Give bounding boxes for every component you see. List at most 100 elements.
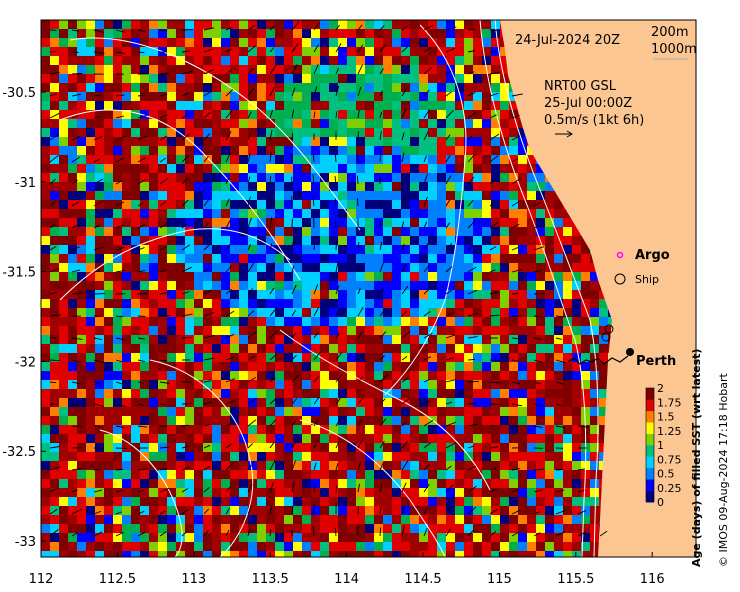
sst-age-cell	[545, 245, 555, 255]
sst-age-cell	[122, 155, 132, 165]
sst-age-cell	[347, 380, 357, 390]
sst-age-cell	[149, 281, 159, 291]
sst-age-cell	[59, 425, 69, 435]
sst-age-cell	[68, 362, 78, 372]
sst-age-cell	[221, 416, 231, 426]
sst-age-cell	[194, 254, 204, 264]
sst-age-cell	[212, 407, 222, 417]
sst-age-cell	[428, 425, 438, 435]
sst-age-cell	[176, 443, 186, 453]
sst-age-cell	[473, 407, 483, 417]
sst-age-cell	[50, 434, 60, 444]
sst-age-cell	[185, 398, 195, 408]
sst-age-cell	[221, 56, 231, 66]
sst-age-cell	[167, 101, 177, 111]
sst-age-cell	[320, 191, 330, 201]
sst-age-cell	[428, 254, 438, 264]
sst-age-cell	[347, 443, 357, 453]
sst-age-cell	[176, 479, 186, 489]
current-vector-arrow	[269, 243, 273, 251]
sst-age-cell	[518, 443, 528, 453]
sst-age-cell	[410, 434, 420, 444]
sst-age-cell	[77, 524, 87, 534]
sst-age-cell	[176, 353, 186, 363]
sst-age-cell	[419, 488, 429, 498]
sst-age-cell	[464, 56, 474, 66]
sst-age-cell	[455, 416, 465, 426]
sst-age-cell	[518, 380, 528, 390]
sst-age-cell	[482, 389, 492, 399]
sst-age-cell	[194, 101, 204, 111]
sst-age-cell	[113, 416, 123, 426]
sst-age-cell	[140, 506, 150, 516]
sst-age-cell	[455, 38, 465, 48]
sst-age-cell	[356, 461, 366, 471]
sst-age-cell	[329, 389, 339, 399]
sst-age-cell	[518, 344, 528, 354]
sst-age-cell	[401, 272, 411, 282]
sst-age-cell	[338, 398, 348, 408]
sst-age-cell	[140, 425, 150, 435]
sst-age-cell	[464, 434, 474, 444]
current-vector-arrow	[203, 487, 210, 493]
sst-age-cell	[221, 101, 231, 111]
sst-age-cell	[239, 506, 249, 516]
sst-age-cell	[410, 110, 420, 120]
sst-age-cell	[158, 272, 168, 282]
sst-age-cell	[212, 263, 222, 273]
sst-age-cell	[113, 164, 123, 174]
sst-age-cell	[122, 488, 132, 498]
sst-age-cell	[320, 551, 330, 557]
sst-age-cell	[86, 371, 96, 381]
sst-age-cell	[50, 119, 60, 129]
sst-age-cell	[428, 452, 438, 462]
sst-age-cell	[554, 434, 564, 444]
current-vector-arrow	[291, 374, 299, 383]
sst-age-cell	[419, 443, 429, 453]
sst-age-cell	[239, 470, 249, 480]
sst-age-cell	[581, 542, 591, 552]
sst-age-cell	[365, 281, 375, 291]
sst-age-cell	[392, 47, 402, 57]
sst-age-cell	[284, 380, 294, 390]
sst-age-cell	[401, 326, 411, 336]
sst-age-cell	[158, 506, 168, 516]
sst-age-cell	[401, 47, 411, 57]
sst-age-cell	[455, 371, 465, 381]
sst-age-cell	[302, 47, 312, 57]
current-vector-arrow	[335, 351, 343, 361]
sst-age-cell	[599, 335, 609, 345]
sst-age-cell	[401, 317, 411, 327]
sst-age-cell	[86, 416, 96, 426]
sst-age-cell	[41, 164, 51, 174]
sst-age-cell	[347, 308, 357, 318]
current-vector-arrow	[225, 152, 232, 163]
sst-age-cell	[167, 308, 177, 318]
sst-age-cell	[401, 119, 411, 129]
sst-age-cell	[131, 74, 141, 84]
sst-age-cell	[464, 281, 474, 291]
sst-age-cell	[365, 497, 375, 507]
sst-age-cell	[158, 119, 168, 129]
sst-age-cell	[392, 380, 402, 390]
sst-age-cell	[68, 326, 78, 336]
sst-age-cell	[131, 65, 141, 75]
sst-age-cell	[113, 353, 123, 363]
sst-age-cell	[86, 101, 96, 111]
sst-age-cell	[563, 236, 573, 246]
sst-age-cell	[50, 461, 60, 471]
current-vector-arrow	[401, 65, 410, 75]
current-vector-arrow	[93, 510, 101, 515]
sst-age-cell	[104, 407, 114, 417]
sst-age-cell	[104, 299, 114, 309]
sst-age-cell	[509, 434, 519, 444]
sst-age-cell	[356, 533, 366, 543]
sst-age-cell	[509, 254, 519, 264]
sst-age-cell	[140, 488, 150, 498]
sst-age-cell	[365, 371, 375, 381]
sst-age-cell	[491, 119, 501, 129]
current-vector-arrow	[445, 334, 456, 339]
current-vector-arrow	[203, 155, 209, 163]
sst-age-cell	[473, 299, 483, 309]
sst-age-cell	[374, 38, 384, 48]
